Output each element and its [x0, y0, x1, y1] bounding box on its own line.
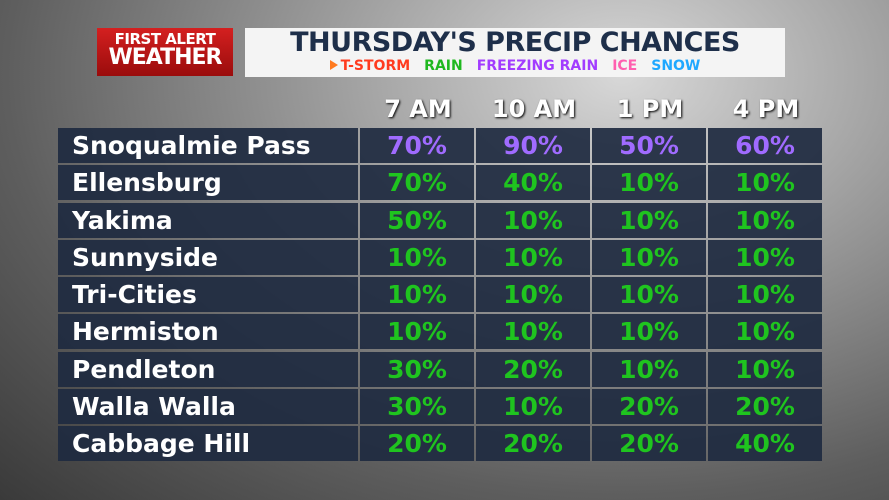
precip-cell: 10% [592, 351, 706, 387]
precip-cell: 10% [476, 314, 590, 350]
precip-cell: 10% [592, 277, 706, 313]
legend-text: RAIN [424, 58, 463, 74]
precip-cell: 40% [476, 165, 590, 201]
table-row: Pendleton 30% 20% 10% 10% [58, 351, 825, 387]
column-header: 1 PM [616, 95, 684, 123]
column-header: 7 AM [384, 95, 452, 123]
table: Snoqualmie Pass 70% 90% 50% 60% Ellensburg 70%… [58, 128, 825, 464]
precip-cell: 20% [476, 351, 590, 387]
precip-cell: 40% [708, 426, 822, 462]
title: THURSDAY'S PRECIP CHANCES [290, 27, 740, 58]
table-row: Tri-Cities 10% 10% 10% 10% [58, 277, 825, 313]
precip-cell: 10% [360, 277, 474, 313]
row-name: Sunnyside [58, 239, 358, 275]
row-name: Walla Walla [58, 389, 358, 425]
legend-icon [329, 60, 338, 70]
precip-cell: 20% [360, 426, 474, 462]
precip-cell: 10% [360, 239, 474, 275]
precip-cell: 70% [360, 165, 474, 201]
legend-text: SNOW [651, 58, 701, 74]
precip-cell: 10% [592, 165, 706, 201]
precip-cell: 20% [476, 426, 590, 462]
row-name: Snoqualmie Pass [58, 128, 358, 163]
legend-item: FREEZING RAIN [477, 58, 598, 74]
precip-cell: 10% [476, 389, 590, 425]
precip-cell: 20% [592, 426, 706, 462]
table-row: Sunnyside 10% 10% 10% 10% [58, 239, 825, 275]
row-name: Ellensburg [58, 165, 358, 201]
precip-cell: 30% [360, 351, 474, 387]
table-row: Hermiston 10% 10% 10% 10% [58, 314, 825, 350]
precip-cell: 90% [476, 128, 590, 163]
table-row: Walla Walla 30% 10% 20% 20% [58, 389, 825, 425]
precip-cell: 20% [708, 389, 822, 425]
table-row: Yakima 50% 10% 10% 10% [58, 202, 825, 238]
legend-text: ICE [612, 58, 638, 74]
precip-cell: 10% [708, 202, 822, 238]
legend-item: SNOW [651, 58, 700, 74]
title-box: THURSDAY'S PRECIP CHANCES T-STORM RAIN FRE… [245, 28, 785, 77]
table-row: Cabbage Hill 20% 20% 20% 40% [58, 426, 825, 462]
row-name: Tri-Cities [58, 277, 358, 313]
row-name: Hermiston [58, 314, 358, 350]
row-name: Yakima [58, 202, 358, 238]
precip-cell: 10% [592, 239, 706, 275]
precip-cell: 10% [708, 351, 822, 387]
legend-text: T-STORM [340, 58, 411, 74]
legend-item: ICE [612, 58, 637, 74]
column-headers: 7 AM 10 AM 1 PM 4 PM [360, 95, 824, 123]
column-header: 4 PM [732, 95, 800, 123]
legend-item: T-STORM [329, 58, 411, 74]
precip-cell: 10% [708, 165, 822, 201]
table-row: Ellensburg 70% 40% 10% 10% [58, 165, 825, 201]
precip-cell: 10% [476, 239, 590, 275]
precip-cell: 10% [708, 314, 822, 350]
precip-cell: 10% [708, 277, 822, 313]
table-row: Snoqualmie Pass 70% 90% 50% 60% [58, 128, 825, 163]
precip-cell: 10% [476, 202, 590, 238]
precip-cell: 60% [708, 128, 822, 163]
precip-cell: 10% [360, 314, 474, 350]
column-header: 10 AM [491, 95, 577, 123]
precip-cell: 10% [592, 314, 706, 350]
precip-cell: 10% [476, 277, 590, 313]
legend: T-STORM RAIN FREEZING RAIN ICE SNOW [245, 58, 785, 74]
precip-cell: 70% [360, 128, 474, 163]
precip-cell: 50% [360, 202, 474, 238]
precip-cell: 20% [592, 389, 706, 425]
logo-line: WEATHER [108, 45, 222, 70]
precip-cell: 10% [708, 239, 822, 275]
precip-cell: 50% [592, 128, 706, 163]
legend-text: FREEZING RAIN [476, 58, 599, 74]
logo: FIRST ALERT WEATHER [97, 28, 233, 76]
precip-cell: 10% [592, 202, 706, 238]
row-name: Pendleton [58, 351, 358, 387]
legend-item: RAIN [424, 58, 463, 74]
row-name: Cabbage Hill [58, 426, 358, 462]
precip-cell: 30% [360, 389, 474, 425]
logo-line: FIRST ALERT [114, 30, 216, 48]
